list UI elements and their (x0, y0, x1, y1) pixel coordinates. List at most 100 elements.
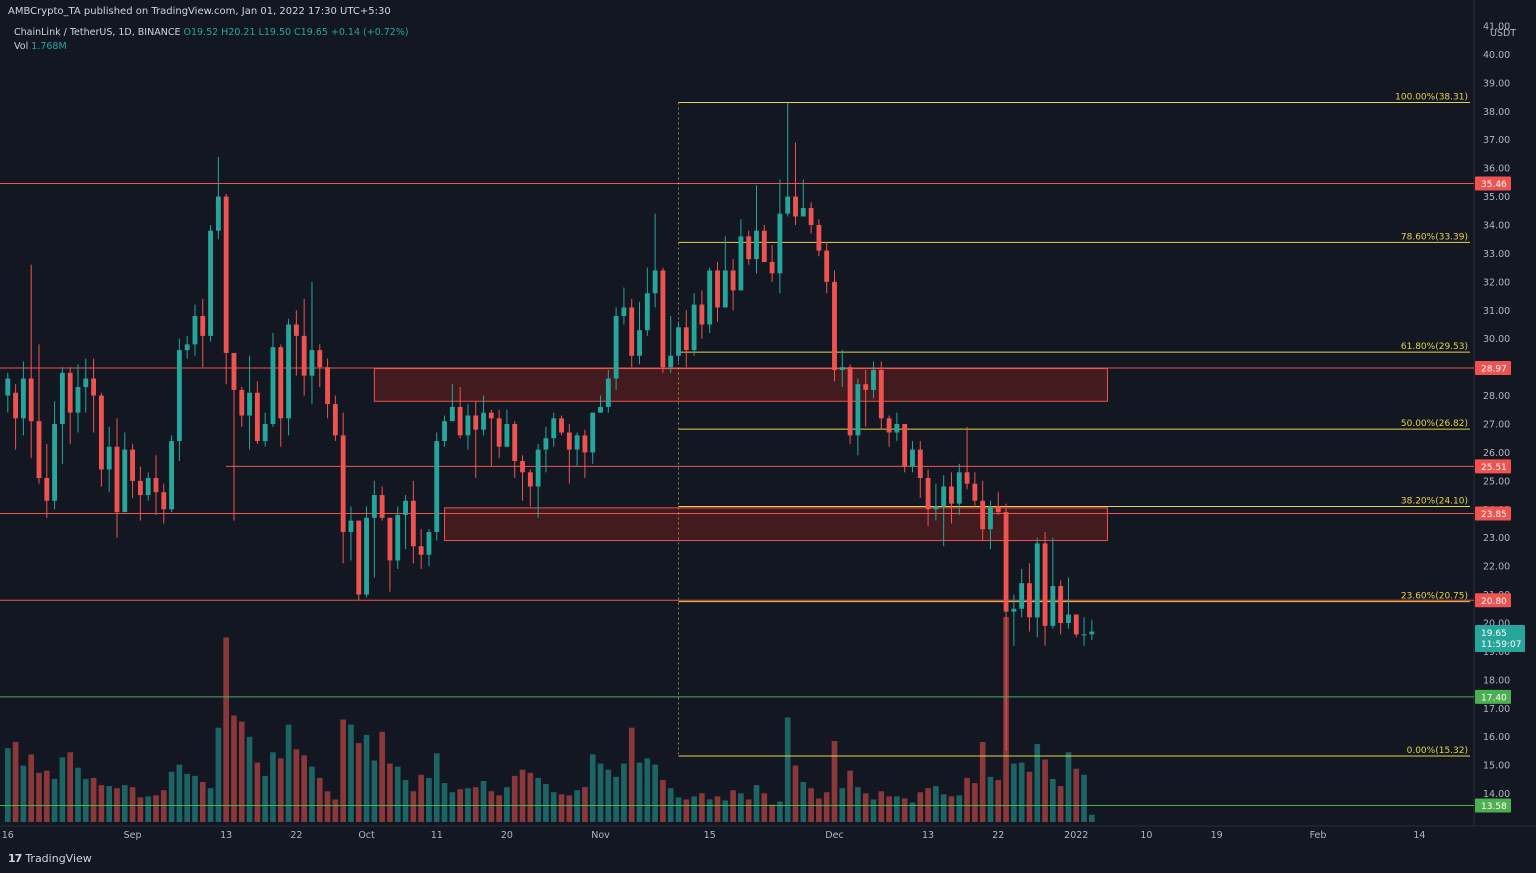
price-axis-background[interactable] (1474, 0, 1536, 826)
candle-body (730, 270, 736, 291)
volume-value: 1.768M (31, 41, 67, 52)
volume-bar (956, 795, 963, 822)
volume-bar (90, 777, 97, 822)
fib-label: 38.20%(24.10) (1401, 496, 1468, 506)
candle-body (683, 327, 689, 351)
fib-layer[interactable]: 100.00%(38.31) 78.60%(33.39) 61.80%(29.53)… (678, 92, 1470, 757)
candle-body (738, 236, 744, 291)
candle-body (668, 355, 674, 368)
candle-body (184, 344, 190, 351)
volume-bar (894, 796, 900, 822)
candle-body (270, 347, 276, 424)
price-tick: 19.00 (1483, 647, 1510, 658)
candle-body (941, 486, 947, 507)
fib-label: 100.00%(38.31) (1395, 92, 1468, 102)
candle-body (481, 412, 486, 430)
candle-body (621, 307, 627, 316)
fib-label: 0.00%(15.32) (1407, 746, 1468, 756)
price-tick: 36.00 (1483, 164, 1510, 175)
price-tick: 22.00 (1483, 562, 1510, 573)
price-tick: 14.00 (1483, 789, 1510, 800)
volume-bar (480, 781, 487, 822)
candle-body (13, 392, 19, 419)
candle-body (910, 449, 915, 467)
volume-bar (761, 793, 768, 822)
candle-body (527, 472, 533, 487)
volume-bar (1034, 744, 1041, 822)
volume-bar (1026, 771, 1033, 822)
tradingview-brand[interactable]: 17 TradingView (8, 852, 92, 865)
time-tick: Dec (825, 830, 843, 841)
volume-bar (332, 799, 339, 822)
volume-bar (917, 792, 924, 822)
time-tick: 22 (992, 830, 1004, 841)
volume-bar (43, 770, 50, 822)
candle-body (839, 367, 845, 370)
candle-body (317, 350, 323, 368)
time-tick: 11 (431, 830, 443, 841)
volume-bar (270, 752, 276, 822)
volume-bar (995, 779, 1002, 822)
volume-bar (262, 775, 268, 822)
volume-bar (738, 793, 744, 822)
candle-body (566, 432, 572, 450)
volume-bar (215, 727, 222, 822)
price-tick: 30.00 (1483, 334, 1510, 345)
candle-body (1027, 583, 1032, 618)
volume-bar (948, 796, 955, 822)
candle-body (114, 446, 120, 513)
time-tick: 10 (1140, 830, 1152, 841)
volume-bar (355, 743, 362, 822)
symbol-name[interactable]: ChainLink / TetherUS, 1D, BINANCE (14, 27, 181, 38)
candle-body (410, 500, 416, 547)
level-badge-label: 25.51 (1481, 463, 1507, 473)
candle-body (949, 486, 954, 504)
time-tick: Oct (358, 830, 375, 841)
volume-bar (496, 795, 502, 822)
candle-body (871, 369, 876, 390)
volume-bar (987, 776, 994, 822)
candle-body (644, 293, 650, 331)
candle-body (192, 315, 198, 345)
candle-body (83, 378, 89, 388)
candle-body (520, 460, 525, 473)
price-tick: 16.00 (1483, 732, 1510, 743)
volume-bar (75, 767, 81, 822)
level-badge (1475, 459, 1511, 474)
candle-body (605, 378, 611, 407)
candle-body (722, 270, 728, 308)
volume-bar (823, 792, 830, 822)
last-price-label: 19.65 (1481, 629, 1507, 639)
volume-bar (504, 787, 510, 822)
time-axis-ticks: 16 Sep 13 22 Oct 11 20 Nov 15 Dec 13 22 2022 10 19 Feb 1… (2, 830, 1426, 841)
volume-bar (566, 795, 573, 822)
tradingview-logo-icon: 17 (8, 852, 22, 865)
volume-label[interactable]: Vol (14, 41, 29, 52)
volume-bar (153, 795, 159, 822)
price-tick: 33.00 (1483, 249, 1510, 260)
candle-body (161, 492, 167, 510)
candle-body (1011, 608, 1017, 612)
volume-bar (753, 785, 760, 822)
volume-bar (792, 765, 799, 822)
volume-bar (238, 721, 245, 822)
candle-body (863, 384, 869, 390)
time-tick: 13 (220, 830, 232, 841)
candle-body (793, 196, 798, 217)
volume-bar (519, 769, 526, 822)
volume-bar (223, 637, 229, 822)
level-badge-label: 20.80 (1481, 597, 1507, 607)
volume-bar (277, 758, 284, 822)
volume-bar (972, 783, 978, 822)
price-tick: 27.00 (1483, 420, 1510, 431)
volume-bar (301, 755, 307, 822)
candle-body (332, 404, 338, 436)
volume-bar (418, 774, 424, 822)
volume-bar (137, 797, 144, 822)
price-tick: 26.00 (1483, 448, 1510, 459)
candle-body (59, 372, 65, 424)
candle-body (488, 412, 494, 419)
candle-body (215, 196, 221, 231)
candle-body (5, 378, 11, 396)
